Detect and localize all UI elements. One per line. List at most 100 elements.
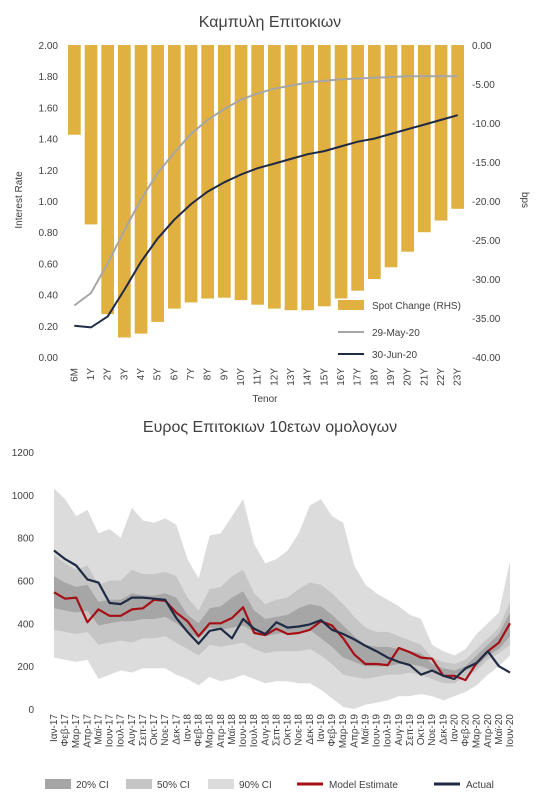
spot-change-bar bbox=[101, 45, 114, 315]
legend-swatch-50ci bbox=[126, 779, 152, 789]
left-tick-label: 0.60 bbox=[39, 259, 59, 270]
tenor-tick-label: 17Y bbox=[353, 368, 364, 386]
month-tick-label: Οκτ-17 bbox=[149, 714, 160, 746]
right-tick-label: -20.00 bbox=[472, 197, 501, 208]
month-tick-label: Ιαν-20 bbox=[449, 714, 460, 742]
right-tick-label: -30.00 bbox=[472, 275, 501, 286]
spot-change-bar bbox=[434, 45, 448, 221]
month-tick-label: Μαϊ-17 bbox=[93, 714, 104, 745]
month-tick-label: Ιουλ-18 bbox=[249, 714, 260, 748]
chart1-legend: Spot Change (RHS) 29-May-20 30-Jun-20 bbox=[338, 300, 461, 361]
tenor-tick-label: 11Y bbox=[253, 368, 264, 385]
spot-change-bar bbox=[118, 45, 131, 338]
month-tick-label: Απρ-17 bbox=[82, 714, 93, 748]
tenor-tick-label: 13Y bbox=[286, 368, 297, 386]
month-tick-label: Μαρ-18 bbox=[205, 714, 216, 749]
spot-change-bars bbox=[68, 45, 464, 338]
month-tick-label: Φεβ-18 bbox=[194, 714, 205, 747]
tenor-tick-label: 12Y bbox=[269, 368, 280, 386]
tenor-tick-label: 2Y bbox=[103, 368, 114, 381]
left-axis-ticks: 0.00 0.20 0.40 0.60 0.80 1.00 1.20 1.40 1.60 1.80… bbox=[39, 41, 59, 364]
tenor-tick-label: 3Y bbox=[119, 368, 130, 381]
month-tick-label: Σεπ-18 bbox=[271, 714, 282, 746]
spot-change-bar bbox=[401, 45, 414, 252]
spot-change-bar bbox=[334, 45, 348, 299]
y-tick-label: 400 bbox=[17, 619, 34, 630]
left-tick-label: 0.40 bbox=[39, 291, 59, 302]
month-tick-label: Μαρ-17 bbox=[71, 714, 82, 749]
right-axis-label: bps bbox=[519, 192, 530, 208]
right-tick-label: -40.00 bbox=[472, 353, 501, 364]
tenor-tick-label: 15Y bbox=[319, 368, 330, 386]
spot-change-bar bbox=[251, 45, 264, 305]
chart2-title: Ευρος Επιτοκιων 10ετων ομολογων bbox=[143, 419, 397, 436]
month-tick-label: Δεκ-19 bbox=[438, 714, 449, 745]
spot-change-bar bbox=[84, 45, 98, 225]
left-tick-label: 2.00 bbox=[39, 41, 59, 52]
month-tick-label: Μαϊ-18 bbox=[227, 714, 238, 745]
month-tick-label: Απρ-20 bbox=[483, 714, 494, 748]
tenor-tick-label: 6M bbox=[69, 368, 80, 382]
spot-change-bar bbox=[234, 45, 248, 301]
month-tick-label: Αυγ-19 bbox=[394, 714, 405, 746]
month-tick-label: Ιουν-20 bbox=[505, 714, 516, 748]
spot-change-bar bbox=[368, 45, 381, 279]
month-tick-label: Απρ-19 bbox=[349, 714, 360, 748]
tenor-tick-label: 6Y bbox=[169, 368, 180, 381]
y-tick-label: 1000 bbox=[12, 491, 35, 502]
legend-label-29may: 29-May-20 bbox=[372, 328, 420, 339]
y-tick-label: 1200 bbox=[12, 448, 35, 459]
spot-change-bar bbox=[151, 45, 164, 322]
y-tick-label: 0 bbox=[28, 705, 34, 716]
spot-change-bar bbox=[318, 45, 331, 307]
month-tick-label: Σεπ-17 bbox=[138, 714, 149, 746]
month-tick-label: Απρ-18 bbox=[216, 714, 227, 748]
legend-label-20ci: 20% CI bbox=[76, 780, 109, 791]
spot-change-bar bbox=[451, 45, 464, 209]
tenor-tick-label: 9Y bbox=[219, 368, 230, 381]
tenor-tick-label: 4Y bbox=[136, 368, 147, 381]
yield-curve-chart: Καμπυλη Επιτοκιων 0.00 0.20 0.40 0.60 0.80 1.… bbox=[14, 14, 530, 405]
legend-swatch-spot-change bbox=[338, 300, 364, 310]
y-tick-label: 800 bbox=[17, 534, 34, 545]
month-tick-label: Ιουν-17 bbox=[105, 714, 116, 748]
legend-label-actual: Actual bbox=[466, 780, 494, 791]
left-tick-label: 1.00 bbox=[39, 197, 59, 208]
month-tick-label: Νοε-18 bbox=[294, 714, 305, 746]
month-tick-label: Φεβ-17 bbox=[60, 714, 71, 747]
month-tick-label: Φεβ-20 bbox=[461, 714, 472, 747]
chart2-legend: 20% CI 50% CI 90% CI Model Estimate Actu… bbox=[45, 779, 494, 791]
left-tick-label: 0.80 bbox=[39, 228, 59, 239]
month-tick-label: Μαϊ-19 bbox=[360, 714, 371, 745]
legend-label-spot-change: Spot Change (RHS) bbox=[372, 301, 461, 312]
spot-change-bar bbox=[384, 45, 398, 268]
month-tick-label: Νοε-19 bbox=[427, 714, 438, 746]
spot-change-bar bbox=[184, 45, 198, 303]
left-tick-label: 0.00 bbox=[39, 353, 59, 364]
spot-change-bar bbox=[268, 45, 281, 309]
spot-change-bar bbox=[201, 45, 214, 299]
left-tick-label: 1.40 bbox=[39, 135, 59, 146]
month-tick-label: Δεκ-18 bbox=[305, 714, 316, 745]
tenor-tick-label: 14Y bbox=[303, 368, 314, 386]
legend-swatch-20ci bbox=[45, 779, 71, 789]
line-29-may-20 bbox=[73, 75, 458, 307]
month-tick-label: Μαϊ-20 bbox=[494, 714, 505, 745]
left-axis-label: Interest Rate bbox=[14, 171, 25, 229]
tenor-tick-label: 20Y bbox=[403, 368, 414, 386]
month-tick-label: Οκτ-18 bbox=[283, 714, 294, 746]
month-tick-label: Ιαν-19 bbox=[316, 714, 327, 742]
spot-change-bar bbox=[134, 45, 148, 334]
spot-change-bar bbox=[418, 45, 431, 233]
series-lines bbox=[53, 549, 511, 682]
tenor-tick-label: 1Y bbox=[86, 368, 97, 381]
legend-swatch-90ci bbox=[208, 779, 234, 789]
line-30-jun-20 bbox=[74, 114, 458, 329]
legend-label-model: Model Estimate bbox=[329, 780, 398, 791]
month-tick-label: Μαρ-19 bbox=[338, 714, 349, 749]
x-axis-label: Tenor bbox=[252, 394, 278, 405]
tenor-tick-label: 22Y bbox=[436, 368, 447, 386]
tenor-tick-label: 18Y bbox=[369, 368, 380, 386]
legend-label-30jun: 30-Jun-20 bbox=[372, 350, 417, 361]
